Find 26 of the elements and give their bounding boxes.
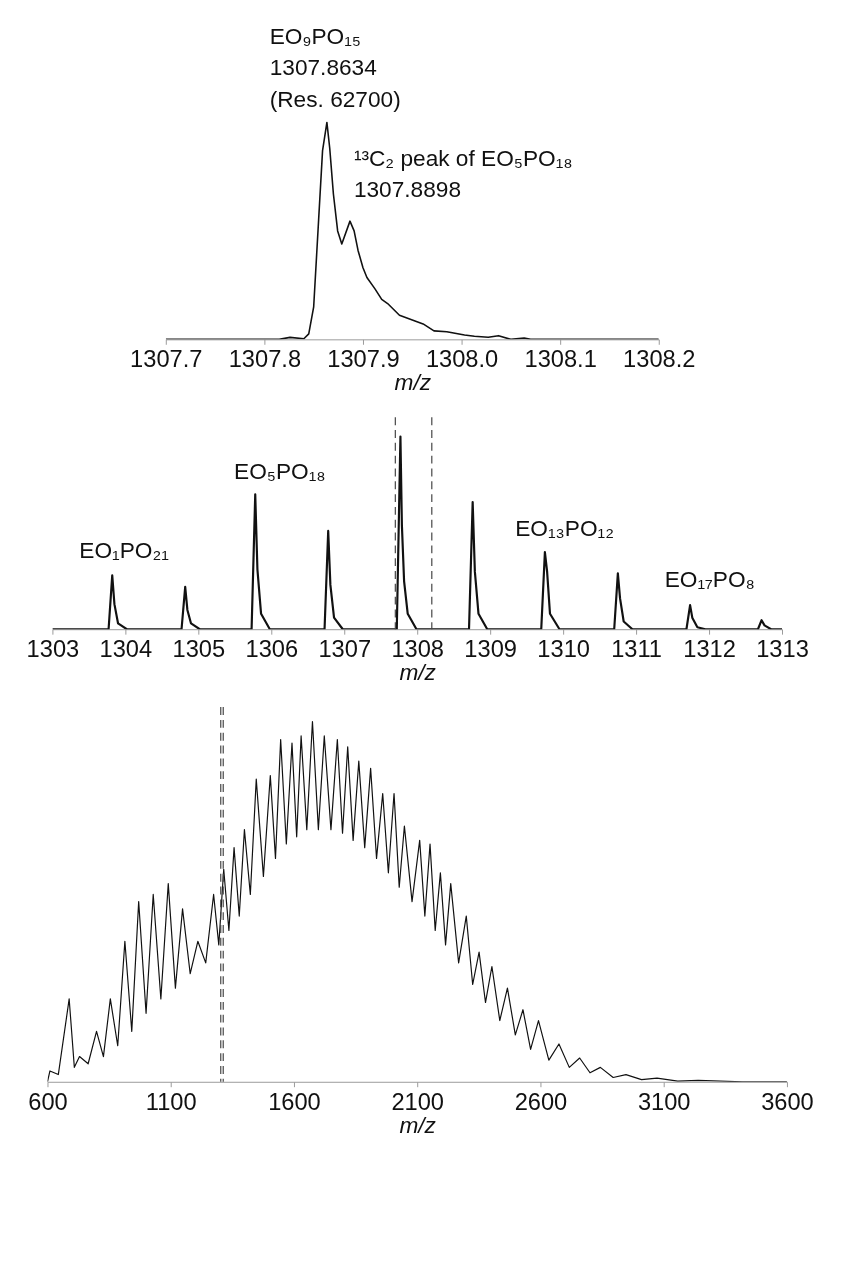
x-tick-label: 1304: [99, 636, 153, 663]
x-tick-label: 1313: [756, 636, 809, 663]
x-tick-label: 1306: [245, 636, 299, 663]
annotation: EO₁₃PO₁₂: [515, 515, 615, 542]
x-tick-label: 3100: [637, 1088, 691, 1115]
x-tick-label: 1308.2: [623, 346, 696, 373]
x-tick-label: 1303: [26, 636, 80, 663]
annotation: ¹³C₂ peak of EO₅PO₁₈ 1307.8898: [353, 144, 573, 203]
x-tick-label: 1312: [683, 636, 736, 663]
x-tick-label: 2600: [514, 1088, 568, 1115]
x-tick-label: 600: [28, 1088, 68, 1115]
annotation: EO₁₇PO₈: [664, 566, 755, 593]
x-tick-label: 1307.7: [130, 346, 203, 373]
x-tick-label: 1309: [464, 636, 517, 663]
x-tick-label: 1308.1: [524, 346, 597, 373]
x-tick-label: 3600: [761, 1088, 814, 1115]
x-tick-label: 1311: [611, 636, 663, 663]
annotation: EO₁PO₂₁: [79, 536, 170, 563]
x-tick-label: 1600: [268, 1088, 321, 1115]
x-tick-label: 1100: [145, 1088, 197, 1115]
x-tick-label: 1310: [537, 636, 590, 663]
annotation: EO₅PO₁₈: [234, 457, 326, 484]
annotation: EO₉PO₁₅ 1307.8634 (Res. 62700): [269, 22, 401, 112]
x-tick-label: 1307: [318, 636, 372, 663]
x-tick-label: 1307.8: [228, 346, 302, 373]
x-tick-label: 1305: [172, 636, 226, 663]
